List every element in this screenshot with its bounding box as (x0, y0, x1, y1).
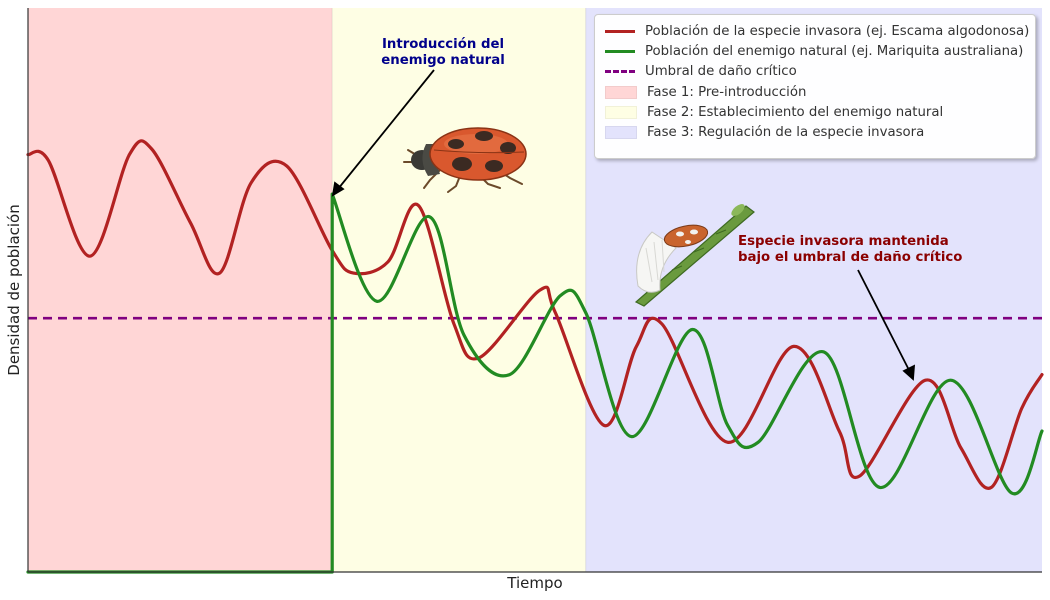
annotation-result-line1: Especie invasora mantenida (738, 234, 949, 249)
legend-label-phase3: Fase 3: Regulación de la especie invasor… (647, 125, 925, 141)
annotation-intro-line2: enemigo natural (381, 53, 505, 68)
y-axis-label: Densidad de población (5, 204, 23, 376)
legend-label-invasive: Población de la especie invasora (ej. Es… (645, 23, 1030, 39)
series-line-enemy (26, 192, 1044, 574)
annotation-result: Especie invasora mantenida bajo el umbra… (738, 234, 962, 266)
result-arrowhead (902, 364, 916, 381)
legend-item-threshold: Umbral de daño crítico (605, 62, 1025, 82)
legend-item-phase3: Fase 3: Regulación de la especie invasor… (605, 122, 1025, 142)
legend-swatch-phase2 (605, 105, 637, 119)
legend-swatch-threshold (605, 70, 635, 74)
scale-insect-on-twig-icon (634, 204, 755, 307)
legend-item-phase1: Fase 1: Pre-introducción (605, 82, 1025, 102)
axes (27, 8, 1042, 573)
legend-swatch-invasive (605, 29, 635, 33)
intro-arrow (337, 69, 435, 190)
series-layer (26, 139, 1044, 574)
annotation-intro: Introducción del enemigo natural (343, 37, 543, 69)
legend-label-enemy: Población del enemigo natural (ej. Mariq… (645, 43, 1024, 59)
phase-region-2 (332, 8, 586, 572)
legend-label-phase1: Fase 1: Pre-introducción (647, 84, 807, 100)
series-line-invasive (26, 139, 1044, 490)
annotation-arrows (331, 69, 916, 381)
legend-swatch-phase1 (605, 85, 637, 99)
legend-swatch-phase3 (605, 126, 637, 140)
legend-label-threshold: Umbral de daño crítico (645, 64, 797, 80)
legend-item-invasive: Población de la especie invasora (ej. Es… (605, 21, 1029, 41)
ladybird-icon (403, 127, 527, 193)
legend-swatch-enemy (605, 49, 635, 53)
legend: Población de la especie invasora (ej. Es… (594, 14, 1036, 159)
legend-item-phase2: Fase 2: Establecimiento del enemigo natu… (605, 102, 1025, 122)
legend-label-phase2: Fase 2: Establecimiento del enemigo natu… (647, 104, 944, 120)
phase-region-1 (28, 8, 333, 572)
intro-arrowhead (331, 181, 345, 197)
annotation-result-line2: bajo el umbral de daño crítico (738, 250, 963, 265)
legend-item-enemy: Población del enemigo natural (ej. Mariq… (605, 41, 1025, 61)
result-arrow (857, 269, 911, 373)
x-axis-label: Tiempo (507, 574, 563, 592)
annotation-intro-line1: Introducción del (381, 37, 505, 52)
